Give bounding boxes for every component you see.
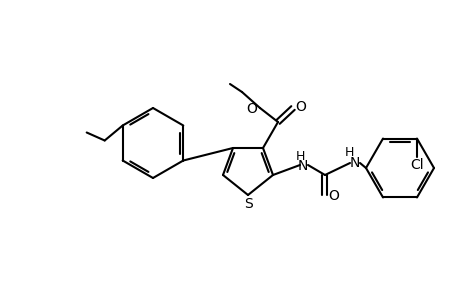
Text: O: O — [246, 102, 257, 116]
Text: Cl: Cl — [409, 158, 423, 172]
Text: H: H — [295, 149, 304, 163]
Text: S: S — [244, 197, 253, 211]
Text: H: H — [344, 146, 353, 160]
Text: N: N — [349, 156, 359, 170]
Text: O: O — [328, 189, 339, 203]
Text: O: O — [295, 100, 306, 114]
Text: N: N — [297, 159, 308, 173]
